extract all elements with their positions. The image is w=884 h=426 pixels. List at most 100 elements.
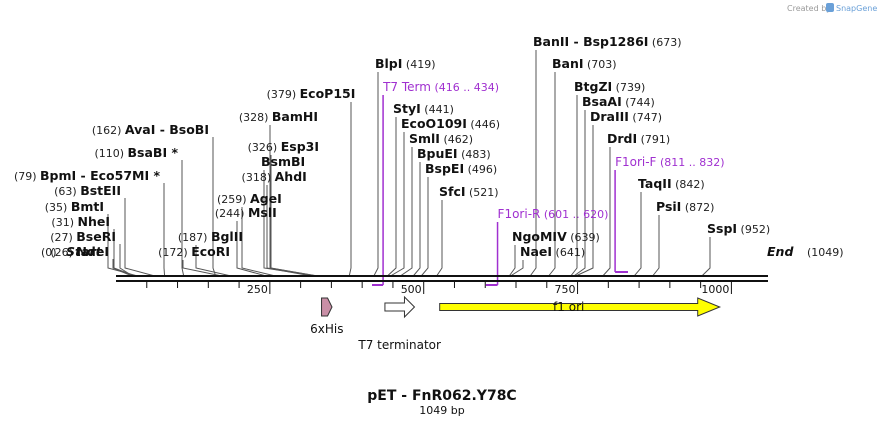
start-position: (0) [41,246,57,259]
site-line [529,50,537,277]
site-line [400,147,413,277]
ruler-tick-label: 500 [401,283,422,296]
site-line [112,259,133,277]
site-label: BlpI (419) [375,56,436,71]
site-label: BanI (703) [552,56,617,71]
site-label: (328) BamHI [239,109,318,124]
site-label: (35) BmtI [45,199,104,214]
site-line [182,260,222,277]
site-label: EcoO109I (446) [401,116,500,131]
site-label: BspEI (496) [425,161,497,176]
site-line [548,72,556,277]
feature-arrow [439,297,722,317]
end-label: End [767,244,794,259]
feature-arrow [384,295,416,319]
credit-brand: SnapGene [836,4,877,13]
site-line [373,72,379,277]
site-label: (63) BstEII [54,183,121,198]
site-label: PsiI (872) [656,199,714,214]
feature-label: 6xHis [310,322,343,336]
feature-arrow [321,297,333,317]
site-line [633,192,642,277]
primer-label: F1ori-R (601 .. 620) [498,207,609,221]
site-label: DraIII (747) [590,109,662,124]
feature-label: T7 terminator [357,338,441,352]
site-line [436,200,443,277]
site-label: (79) BpmI - Eco57MI * [14,168,160,183]
site-line [387,117,397,277]
site-line [701,237,711,277]
site-line [348,102,352,277]
features: 6xHis T7 terminator f1 ori [310,295,722,352]
start-label: Start [66,244,103,259]
primer: F1ori-R (601 .. 620) [485,207,609,286]
site-line [124,198,155,277]
site-line [412,162,421,277]
primer: T7 Term (416 .. 434) [372,80,499,286]
ruler-ticks: 250 500 750 1000 [146,282,732,296]
site-label: SspI (952) [707,221,770,236]
site-line [420,177,429,277]
ruler-tick-label: 750 [555,283,576,296]
site-label: (259) AgeI [217,191,282,206]
map-length: 1049 bp [419,404,464,417]
site-line [269,125,318,277]
site-labels: (26) NdeI(27) BseRI(31) NheI(35) BmtI(63… [14,34,770,259]
site-label: NgoMIV (639) [512,229,600,244]
site-line [390,132,405,277]
site-line [573,110,586,277]
primer-label: T7 Term (416 .. 434) [382,80,499,94]
ruler-tick-label: 250 [247,283,268,296]
site-label: (244) MslI [215,205,277,220]
end-position: (1049) [807,246,844,259]
site-label: BpuEI (483) [417,146,491,161]
site-line [212,137,217,277]
primer: F1ori-F (811 .. 832) [614,155,725,273]
site-label: (187) BglII [178,229,243,244]
site-label: (110) BsaBI * [94,145,178,160]
primer-label: F1ori-F (811 .. 832) [615,155,724,169]
site-lines [107,50,711,277]
site-line [181,160,185,277]
site-label: StyI (441) [393,101,454,116]
site-label: BanII - Bsp1286I (673) [533,34,682,49]
site-label: (27) BseRI [50,229,116,244]
site-label: (172) EcoRI [158,244,230,259]
site-line [236,221,267,277]
site-line [652,215,660,277]
ruler-tick-label: 1000 [701,283,729,296]
site-line [195,245,232,277]
primers: T7 Term (416 .. 434) F1ori-R (601 .. 620)… [372,80,725,286]
snapgene-logo-icon [826,3,834,12]
dna-backbone [116,275,768,282]
site-line [107,214,138,277]
site-label: NaeI (641) [520,244,585,259]
site-line [575,125,594,277]
site-line [241,207,276,277]
feature: T7 terminator [357,295,441,352]
site-line [570,95,578,277]
credit-text: Created by [787,4,831,13]
site-label: BsaAI (744) [582,94,655,109]
site-line [163,183,166,277]
site-label: (326) Esp3I [248,139,319,154]
site-label: SmlI (462) [409,131,473,146]
site-label: (162) AvaI - BsoBI [92,122,209,137]
site-label: (31) NheI [51,214,110,229]
site-label: SfcI (521) [439,184,499,199]
site-label: BsmBI [261,154,305,169]
map-title: pET - FnR062.Y78C [367,388,516,404]
site-label: BtgZI (739) [574,79,645,94]
site-line [510,260,524,277]
feature: 6xHis [310,297,343,336]
site-label: TaqII (842) [638,176,705,191]
feature: f1 ori [439,297,722,317]
site-label: (26) NdeI [50,244,109,259]
feature-label: f1 ori [553,300,584,314]
site-line [263,170,317,277]
site-label: (379) EcoP15I [267,86,356,101]
site-line [508,245,516,277]
site-label: DrdI (791) [607,131,670,146]
site-line [602,147,611,277]
